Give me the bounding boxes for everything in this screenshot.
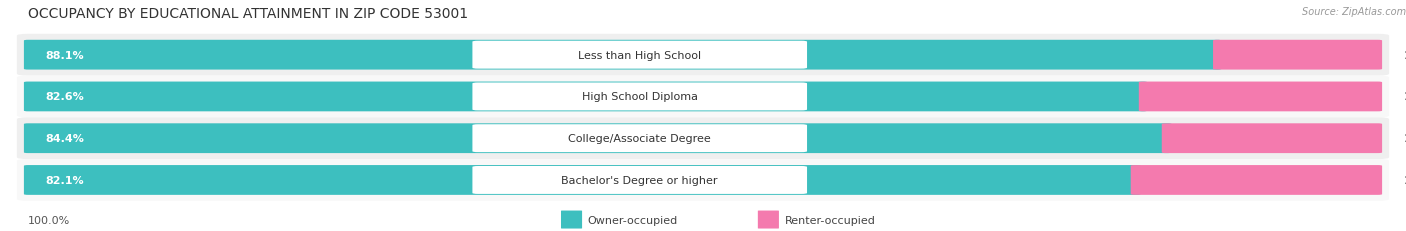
FancyBboxPatch shape xyxy=(24,41,1222,70)
Text: Owner-occupied: Owner-occupied xyxy=(588,215,678,225)
Text: 82.6%: 82.6% xyxy=(45,92,84,102)
Text: Less than High School: Less than High School xyxy=(578,50,702,61)
Text: Bachelor's Degree or higher: Bachelor's Degree or higher xyxy=(561,175,718,185)
Text: High School Diploma: High School Diploma xyxy=(582,92,697,102)
Text: Renter-occupied: Renter-occupied xyxy=(785,215,876,225)
FancyBboxPatch shape xyxy=(17,159,1389,201)
FancyBboxPatch shape xyxy=(472,83,807,111)
FancyBboxPatch shape xyxy=(472,42,807,69)
Text: 82.1%: 82.1% xyxy=(45,175,83,185)
Text: 18.0%: 18.0% xyxy=(1403,175,1406,185)
Text: 15.7%: 15.7% xyxy=(1403,134,1406,144)
Text: 88.1%: 88.1% xyxy=(45,50,83,61)
FancyBboxPatch shape xyxy=(24,82,1147,112)
FancyBboxPatch shape xyxy=(1213,41,1382,70)
FancyBboxPatch shape xyxy=(17,76,1389,118)
Text: 17.4%: 17.4% xyxy=(1403,92,1406,102)
FancyBboxPatch shape xyxy=(561,211,582,228)
Text: College/Associate Degree: College/Associate Degree xyxy=(568,134,711,144)
FancyBboxPatch shape xyxy=(1130,165,1382,195)
Text: OCCUPANCY BY EDUCATIONAL ATTAINMENT IN ZIP CODE 53001: OCCUPANCY BY EDUCATIONAL ATTAINMENT IN Z… xyxy=(28,7,468,21)
FancyBboxPatch shape xyxy=(1161,124,1382,153)
Text: 100.0%: 100.0% xyxy=(28,215,70,225)
FancyBboxPatch shape xyxy=(758,211,779,228)
FancyBboxPatch shape xyxy=(472,125,807,152)
FancyBboxPatch shape xyxy=(17,118,1389,159)
Text: 11.9%: 11.9% xyxy=(1403,50,1406,61)
FancyBboxPatch shape xyxy=(17,35,1389,76)
Text: Source: ZipAtlas.com: Source: ZipAtlas.com xyxy=(1302,7,1406,17)
FancyBboxPatch shape xyxy=(24,124,1171,153)
FancyBboxPatch shape xyxy=(24,165,1140,195)
FancyBboxPatch shape xyxy=(1139,82,1382,112)
Text: 84.4%: 84.4% xyxy=(45,134,84,144)
FancyBboxPatch shape xyxy=(472,166,807,194)
